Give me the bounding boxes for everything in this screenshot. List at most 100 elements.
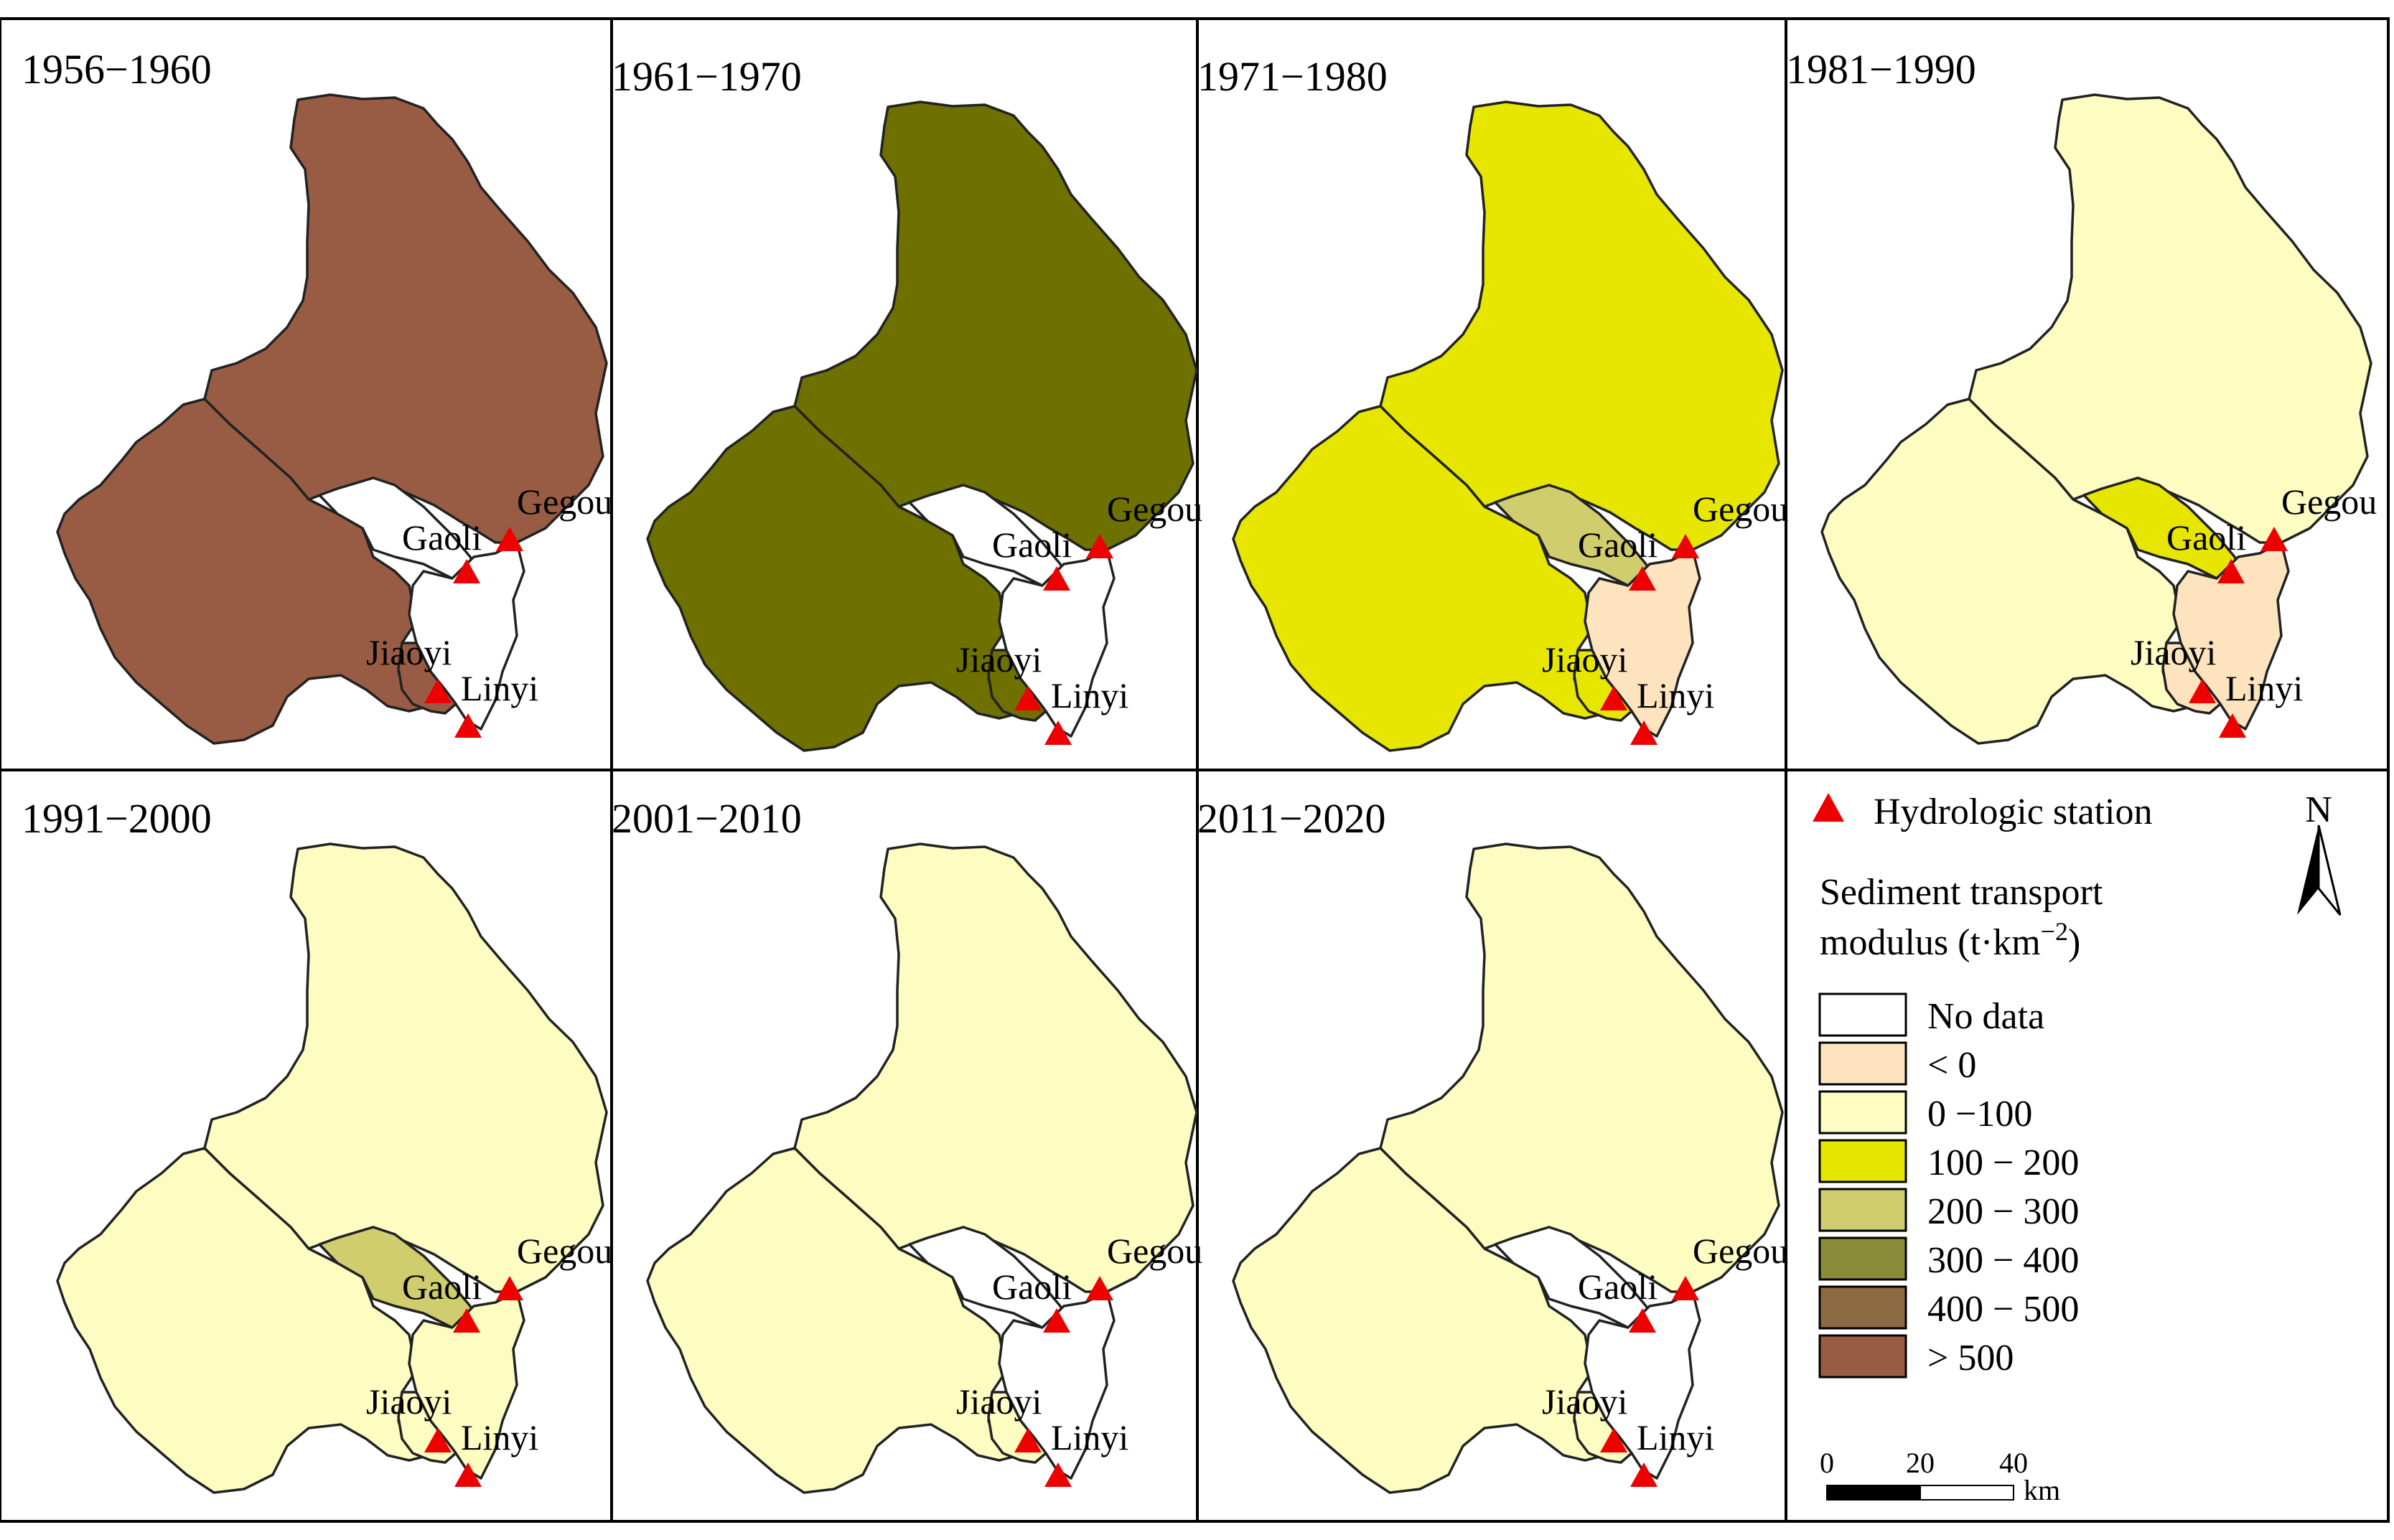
subbasin-west	[56, 398, 425, 745]
station-label-linyi: Linyi	[2225, 668, 2303, 708]
subbasin-upper	[1968, 93, 2372, 544]
subbasin-west	[1820, 398, 2189, 745]
subbasin-west	[56, 1147, 425, 1494]
station-label-linyi: Linyi	[461, 1417, 538, 1457]
station-label-jiaoyi: Jiaoyi	[1542, 639, 1627, 680]
legend: Hydrologic station Sediment transportmodu…	[1813, 789, 2342, 1506]
subbasin-upper	[1379, 842, 1784, 1293]
station-label-gaoli: Gaoli	[402, 1267, 482, 1307]
station-marker-gegou	[496, 527, 523, 551]
legend-class-label: No data	[1927, 996, 2044, 1037]
subbasin-west	[1232, 405, 1601, 752]
legend-class-label: 400 − 500	[1927, 1289, 2079, 1330]
station-label-gegou: Gegou	[2281, 482, 2377, 522]
station-marker-linyi	[1630, 720, 1657, 745]
station-label-gaoli: Gaoli	[1578, 1267, 1657, 1307]
panel-period-title: 1961−1970	[612, 53, 802, 100]
station-label-gegou: Gegou	[517, 1231, 612, 1271]
station-marker-jiaoyi	[2189, 679, 2216, 703]
station-marker-jiaoyi	[1014, 686, 1042, 710]
station-marker-jiaoyi	[424, 679, 452, 703]
subbasin-upper	[793, 842, 1198, 1293]
legend-class-label: 0 −100	[1927, 1094, 2032, 1135]
north-label: N	[2305, 789, 2332, 830]
station-label-gaoli: Gaoli	[402, 517, 482, 558]
station-label-gaoli: Gaoli	[1578, 525, 1657, 565]
legend-swatch	[1818, 1285, 1907, 1330]
legend-station-label: Hydrologic station	[1874, 792, 2153, 832]
subbasin-upper	[203, 93, 608, 544]
panel-period-title: 2001−2010	[612, 795, 802, 842]
station-label-jiaoyi: Jiaoyi	[366, 632, 452, 672]
legend-swatch	[1818, 1090, 1907, 1135]
station-marker-gaoli	[1043, 1308, 1070, 1333]
station-marker-gegou	[2260, 527, 2288, 551]
subbasin-west	[1232, 1147, 1601, 1494]
station-marker-gaoli	[453, 559, 480, 583]
panel-period-title: 2011−2020	[1197, 795, 1386, 842]
legend-station-marker	[1813, 793, 1844, 822]
station-label-jiaoyi: Jiaoyi	[956, 639, 1042, 680]
station-label-gaoli: Gaoli	[992, 525, 1072, 565]
station-marker-jiaoyi	[1014, 1428, 1042, 1452]
station-label-linyi: Linyi	[1051, 1417, 1128, 1457]
legend-swatch	[1818, 992, 1907, 1037]
station-marker-jiaoyi	[1600, 686, 1627, 710]
station-label-linyi: Linyi	[461, 668, 538, 708]
legend-swatch	[1818, 1041, 1907, 1086]
station-label-gegou: Gegou	[1107, 489, 1202, 529]
panel-period-title: 1981−1990	[1786, 46, 1976, 93]
station-marker-gegou	[496, 1276, 523, 1300]
legend-swatch	[1818, 1334, 1907, 1379]
station-marker-gegou	[1086, 1276, 1113, 1300]
scale-unit: km	[2024, 1474, 2060, 1506]
station-label-linyi: Linyi	[1051, 675, 1128, 715]
station-label-jiaoyi: Jiaoyi	[366, 1381, 452, 1422]
station-marker-gaoli	[1629, 566, 1656, 591]
panel-period-title: 1991−2000	[22, 795, 212, 842]
station-marker-gaoli	[2217, 559, 2245, 583]
subbasin-upper	[793, 100, 1198, 551]
panel-period-title: 1971−1980	[1197, 53, 1388, 100]
legend-class-label: 300 − 400	[1927, 1240, 2079, 1281]
station-marker-gegou	[1672, 1276, 1699, 1300]
station-marker-gegou	[1086, 534, 1113, 558]
station-label-gegou: Gegou	[1107, 1231, 1202, 1271]
station-label-gaoli: Gaoli	[992, 1267, 1072, 1307]
station-marker-linyi	[1044, 720, 1072, 745]
station-marker-linyi	[1630, 1462, 1657, 1487]
station-marker-gegou	[1672, 534, 1699, 558]
station-label-jiaoyi: Jiaoyi	[956, 1381, 1042, 1422]
legend-class-label: > 500	[1927, 1338, 2014, 1379]
station-marker-jiaoyi	[1600, 1428, 1627, 1452]
legend-class-label: 200 − 300	[1927, 1191, 2079, 1232]
station-label-linyi: Linyi	[1637, 675, 1714, 715]
station-marker-linyi	[454, 713, 482, 738]
legend-swatch	[1818, 1139, 1907, 1183]
station-label-linyi: Linyi	[1637, 1417, 1714, 1457]
scale-tick-label: 40	[1999, 1447, 2028, 1479]
subbasin-upper	[203, 842, 608, 1293]
station-label-gegou: Gegou	[517, 482, 612, 522]
panel-period-title: 1956−1960	[22, 46, 212, 93]
scale-tick-label: 20	[1906, 1447, 1935, 1479]
scale-tick-label: 0	[1820, 1447, 1834, 1479]
station-label-gaoli: Gaoli	[2166, 517, 2246, 558]
subbasin-west	[646, 405, 1015, 752]
north-arrow-icon: N	[2297, 789, 2342, 916]
legend-title-line2: modulus (t·km−2)	[1820, 917, 2080, 963]
legend-title-line1: Sediment transport	[1820, 872, 2103, 913]
subbasin-upper	[1379, 100, 1784, 551]
legend-class-label: < 0	[1927, 1045, 1976, 1086]
legend-class-label: 100 − 200	[1927, 1142, 2079, 1183]
legend-swatch	[1818, 1188, 1907, 1232]
